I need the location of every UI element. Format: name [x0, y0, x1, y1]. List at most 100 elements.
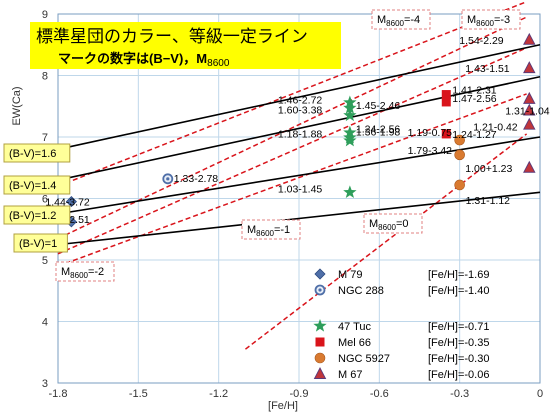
x-tick-label: -0.9 [290, 388, 309, 400]
legend-feh: [Fe/H]=-0.30 [428, 353, 489, 365]
magnitude-label-box [241, 219, 301, 240]
magnitude-label-value: =-3 [494, 14, 510, 26]
x-tick-label: -1.8 [49, 388, 68, 400]
legend-marker-diamond [314, 268, 326, 280]
legend-marker-square [315, 337, 325, 347]
color-line [57, 75, 541, 181]
color-line-label: (B-V)=1 [19, 238, 57, 250]
point-label: 1.19-0.75 [408, 127, 453, 139]
point-circle [454, 179, 465, 191]
legend-name: Mel 66 [338, 337, 371, 349]
color-line-label: (B-V)=1.2 [9, 210, 56, 222]
legend-name: M 79 [338, 269, 362, 281]
color-line-labels: (B-V)=1.6 (B-V)=1.4 (B-V)=1.2 (B-V)=1 [3, 143, 71, 253]
magnitude-label-box [371, 9, 431, 30]
color-lines [57, 43, 541, 246]
point-circle [454, 149, 465, 161]
point-triangle [523, 117, 536, 130]
point-star [343, 133, 357, 147]
y-tick-label: 8 [42, 71, 48, 83]
y-tick-label: 7 [42, 132, 48, 144]
point-star [343, 185, 357, 199]
point-circle [454, 134, 465, 146]
point-label: 1.46-2.72 [278, 95, 323, 107]
plot-frame [57, 13, 541, 384]
legend-marker-circle-dot-dot [318, 288, 322, 292]
magnitude-label-symbol: M [247, 224, 256, 236]
point-triangle [523, 32, 536, 45]
magnitude-label-symbol: M [369, 218, 378, 230]
magnitude-label: M8600=-2 [61, 266, 104, 280]
magnitude-label-symbol: M [61, 266, 70, 278]
magnitude-label-symbol: M [377, 14, 386, 26]
color-line-label-box [13, 233, 68, 253]
color-line-label-box [3, 143, 71, 163]
point-star [343, 108, 357, 122]
chart-subtitle-sub: 8600 [207, 58, 230, 69]
point-label: 1.79-3.42 [408, 145, 453, 157]
x-axis-label: [Fe/H] [268, 400, 298, 412]
color-line-label: (B-V)=1.6 [9, 148, 56, 160]
magnitude-label-box [363, 213, 423, 234]
point-label: 1.31-1.12 [466, 195, 511, 207]
y-tick-label: 9 [42, 9, 48, 21]
point-square [441, 97, 451, 107]
magnitude-label-value: =-1 [274, 224, 290, 236]
legend-feh: [Fe/H]=-1.40 [428, 285, 489, 297]
magnitude-label-value: =-4 [404, 14, 420, 26]
legend-name: NGC 5927 [338, 353, 390, 365]
magnitude-line [57, 93, 527, 267]
magnitude-label-value: =-2 [88, 266, 104, 278]
magnitude-label-subscript: 8600 [70, 271, 88, 280]
point-label: 1.00+1.23 [465, 163, 512, 175]
magnitude-label-subscript: 8600 [378, 223, 396, 232]
legend: M 79 [Fe/H]=-1.69 NGC 288 [Fe/H]=-1.40 47 Tu… [313, 268, 489, 381]
legend-feh: [Fe/H]=-0.06 [428, 369, 489, 381]
point-circle-dot-dot [166, 177, 170, 181]
x-tick-label: -1.5 [129, 388, 148, 400]
point-label: 1.41-2.31 [452, 85, 497, 97]
point-label: 1.03-1.45 [278, 183, 323, 195]
point-labels: 1.44-3.721.06-2.511.33-2.781.46-2.721.45… [45, 35, 549, 226]
axes: -1.8 -1.5 -1.2 -0.9 -0.6 -0.3 0 3 4 5 6 7 8 9 [42, 9, 543, 400]
x-tick-label: -1.2 [209, 388, 228, 400]
magnitude-label: M8600=-3 [467, 14, 510, 28]
chart-title: 標準星団のカラー、等級一定ライン [36, 27, 308, 46]
point-label: 1.54-2.29 [459, 35, 504, 47]
legend-name: NGC 288 [338, 285, 384, 297]
magnitude-label-subscript: 8600 [476, 19, 494, 28]
point-diamond [65, 196, 77, 208]
legend-name: M 67 [338, 369, 362, 381]
point-label: 1.21-0.42 [473, 122, 518, 134]
legend-feh: [Fe/H]=-1.69 [428, 269, 489, 281]
point-label: 1.60-3.38 [278, 104, 323, 116]
x-tick-label: 0 [537, 388, 543, 400]
color-line-label-box [3, 205, 71, 225]
point-label: 1.47-2.56 [452, 93, 497, 105]
point-triangle [523, 103, 536, 116]
magnitude-label-value: =0 [396, 218, 409, 230]
magnitude-label-symbol: M [467, 14, 476, 26]
y-tick-label: 4 [42, 317, 48, 329]
point-star [343, 101, 357, 114]
point-label: 1.45-2.46 [356, 100, 401, 112]
color-line-label: (B-V)=1.4 [9, 180, 56, 192]
point-triangle [523, 91, 536, 104]
point-triangle [523, 61, 536, 74]
color-line [57, 191, 541, 246]
point-label: 1.36-1.98 [356, 127, 401, 139]
point-square [441, 90, 451, 100]
y-tick-label: 5 [42, 255, 48, 267]
magnitude-line [57, 1, 527, 187]
point-label: 1.24-1.27 [452, 129, 497, 141]
magnitude-label: M8600=0 [369, 218, 409, 232]
magnitude-line [57, 16, 527, 240]
point-label: 1.43-1.51 [465, 63, 510, 75]
legend-marker-star [313, 319, 327, 332]
point-label: 1.24-2.56 [356, 124, 401, 136]
magnitude-label-box [461, 9, 521, 30]
legend-name: 47 Tuc [338, 321, 372, 333]
